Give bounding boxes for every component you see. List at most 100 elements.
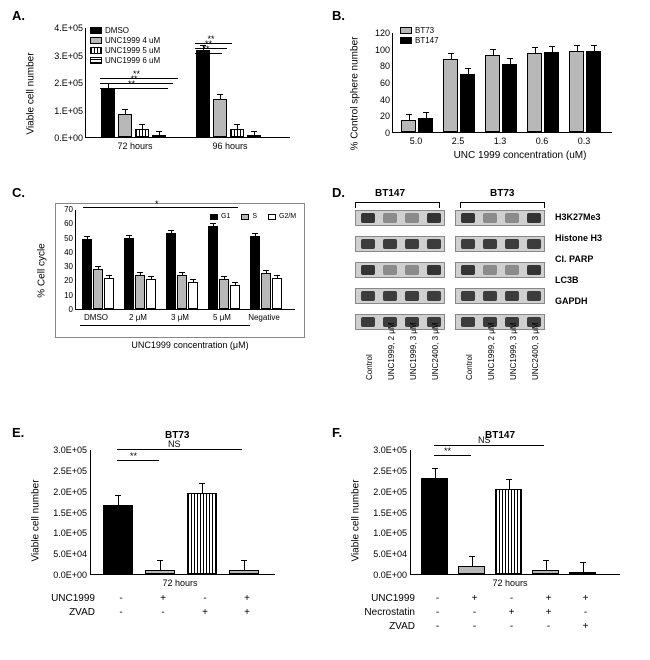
blot-band-label: Cl. PARP [555,254,593,264]
panel-f-ytick: 3.0E+05 [362,445,407,455]
panel-c-xtick: 2 μM [118,313,158,322]
panel-c-xtick: 3 μM [160,313,200,322]
panel-e-bar [187,493,217,574]
blot-band [455,262,545,278]
panel-c-legend-item: S [241,213,257,220]
panel-e-state: - [184,593,226,604]
blot-band-label: Histone H3 [555,233,602,243]
panel-c-bar [230,285,240,309]
panel-b-ytick: 0 [368,128,390,138]
panel-e-bar [103,505,133,574]
panel-b-bar [502,64,517,132]
panel-f-state: - [419,593,456,604]
panel-c-ytick: 20 [58,276,73,285]
panel-c-ytick: 30 [58,262,73,271]
panel-a: A. Viable cell number 0.E+001.E+052.E+05… [10,8,305,163]
panel-c-bar [146,279,156,309]
panel-c-ytick: 10 [58,291,73,300]
panel-a-ytick: 0.E+00 [45,133,83,143]
panel-e-state: - [142,607,184,618]
panel-b-legend-item: BT73 [400,26,439,35]
panel-b-ytick: 40 [368,95,390,105]
panel-b-bar [586,51,601,132]
panel-c-bar [135,275,145,309]
panel-e-ytick: 2.0E+05 [42,487,87,497]
panel-e-state: + [142,593,184,604]
panel-c-ytick: 70 [58,205,73,214]
panel-b-ytick: 100 [368,45,390,55]
panel-b-bar [544,52,559,132]
panel-c-xtick: 5 μM [202,313,242,322]
panel-f-ytick: 1.5E+05 [362,508,407,518]
panel-a-bar [118,114,132,137]
panel-d: D. BT147 BT73 H3K27Me3Histone H3Cl. PARP… [330,185,640,410]
panel-b-bar [485,55,500,132]
panel-f-ytick: 1.0E+05 [362,528,407,538]
blot-bt73-label: BT73 [490,188,514,199]
panel-f-state: + [456,593,493,604]
panel-e-label: E. [12,425,24,440]
panel-a-ylabel: Viable cell number [26,52,37,134]
panel-e-state: - [100,593,142,604]
panel-c-label: C. [12,185,25,200]
panel-e-row: UNC1999-+-+ [40,593,268,604]
panel-f: F. BT147 Viable cell number 0.0E+005.0E+… [330,425,640,655]
panel-e-ytick: 5.0E+04 [42,549,87,559]
blot-lane-label: UNC2400, 3 μM [431,322,440,380]
panel-a-legend-item: UNC1999 6 uM [90,56,160,65]
panel-c-xtick: DMSO [76,313,116,322]
panel-f-state: - [456,621,493,632]
panel-a-ytick: 3.E+05 [45,51,83,61]
panel-b-bar [418,118,433,132]
blot-band-label: GAPDH [555,296,588,306]
panel-e-state: + [184,607,226,618]
panel-b: B. % Control sphere number 0204060801001… [330,8,630,168]
panel-c-bar [219,279,229,309]
panel-b-legend-item: BT147 [400,36,439,45]
blot-band [455,288,545,304]
blot-band-label: H3K27Me3 [555,212,601,222]
panel-b-xtick: 0.6 [526,136,558,146]
panel-f-row: UNC1999-+-++ [350,593,604,604]
blot-band [455,236,545,252]
panel-b-ytick: 20 [368,111,390,121]
panel-f-state: - [419,621,456,632]
panel-f-state: - [567,607,604,618]
panel-f-chart [410,450,620,575]
panel-f-bar [421,478,448,574]
panel-b-bar [527,53,542,132]
panel-c-legend: G1SG2/M [210,213,301,221]
panel-a-sig: ** [208,34,215,44]
panel-c-ylabel: % Cell cycle [37,243,48,297]
panel-c-ytick: 40 [58,248,73,257]
panel-a-legend-item: DMSO [90,26,160,35]
panel-b-ytick: 60 [368,78,390,88]
panel-a-ytick: 2.E+05 [45,78,83,88]
panel-c-chart [75,210,295,310]
panel-c-bar [166,233,176,309]
panel-e-state: - [100,607,142,618]
panel-c-sig: * [155,199,159,209]
blot-band-label: LC3B [555,275,579,285]
panel-a-xtick: 72 hours [100,141,170,151]
blot-lane-label: UNC2400, 3 μM [531,322,540,380]
blot-lane-label: UNC1999, 3 μM [509,322,518,380]
panel-a-bar [213,99,227,138]
blot-lane-label: UNC1999, 3 μM [409,322,418,380]
panel-b-xlabel: UNC 1999 concentration (uM) [430,150,610,161]
panel-a-legend-item: UNC1999 4 uM [90,36,160,45]
panel-c-xlabel: UNC1999 concentration (μM) [90,340,290,350]
panel-b-bar [460,74,475,132]
panel-e-bar [145,570,175,574]
panel-f-state: - [493,593,530,604]
panel-a-legend: DMSOUNC1999 4 uMUNC1999 5 uMUNC1999 6 uM [90,26,160,66]
panel-f-bar [495,489,522,574]
panel-f-xcat: 72 hours [470,578,550,588]
panel-c-bar [82,239,92,309]
panel-f-label: F. [332,425,342,440]
panel-c-ytick: 0 [58,305,73,314]
panel-c-legend-item: G2/M [268,213,296,220]
panel-c-ytick: 60 [58,219,73,228]
panel-c-bar [208,226,218,309]
panel-e-sig: ** [130,451,137,461]
